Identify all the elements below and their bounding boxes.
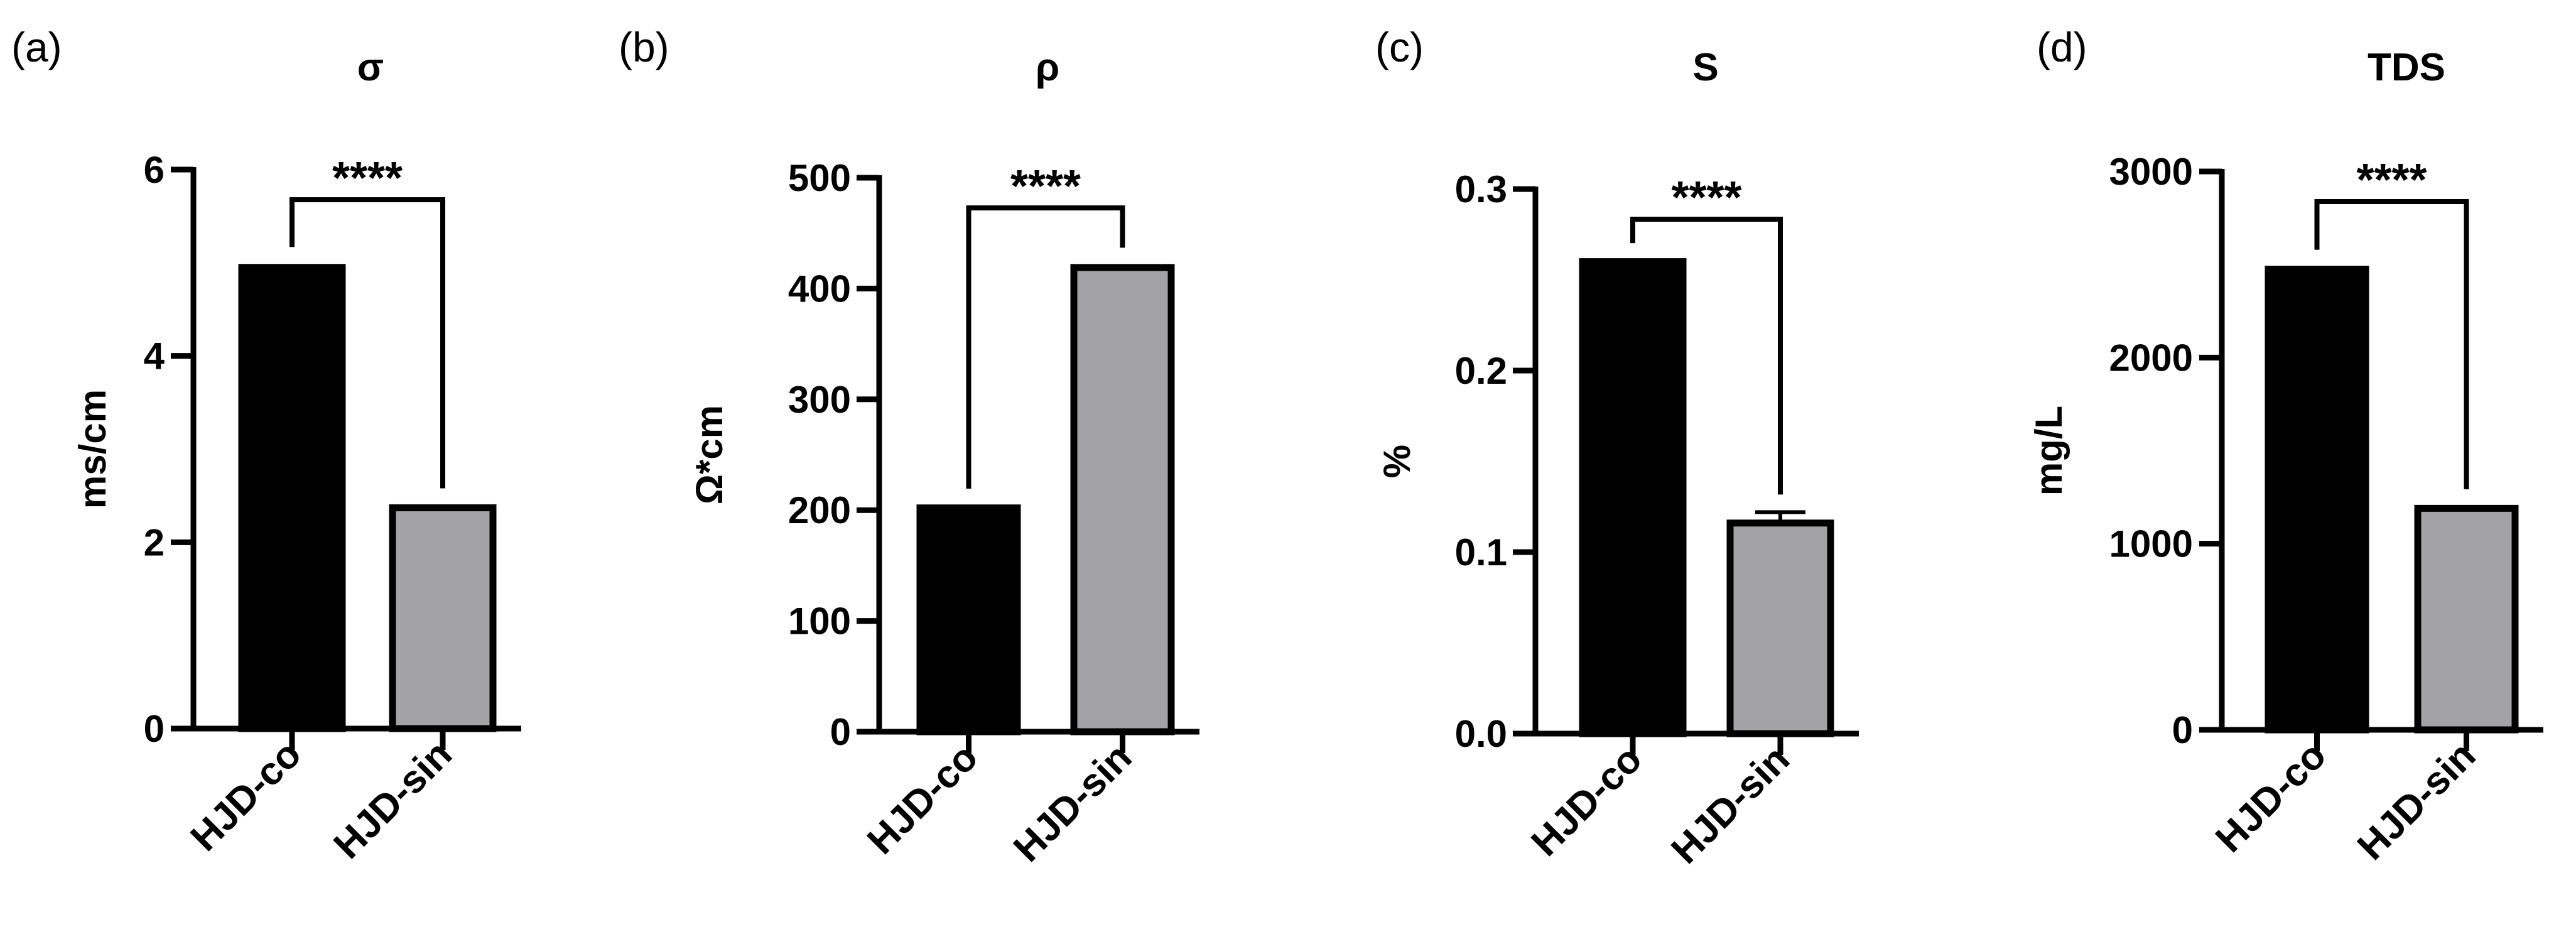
significance-bracket [290, 197, 445, 489]
bar-hjd-sin [1070, 264, 1175, 735]
y-tick-label: 500 [788, 157, 851, 199]
bar-hjd-co [916, 504, 1021, 735]
x-category-label: HJD-co [2207, 734, 2334, 860]
y-tick-label: 300 [788, 379, 851, 421]
chart-panel-4: (d) TDS 0 1000 2000 3000 HJD-co HJD-sin mg/L **** [2028, 24, 2543, 869]
x-category-label: HJD-sin [325, 732, 460, 867]
y-axis-label: mg/L [2028, 406, 2070, 496]
x-category-label: HJD-sin [1663, 737, 1797, 872]
y-axis-label: Ω*cm [688, 405, 730, 504]
bar-hjd-sin [1726, 519, 1834, 737]
chart-panel-1: (a) σ 0 2 4 6 HJD-co HJD-sin ms/cm **** [11, 24, 521, 867]
y-tick-label: 0 [144, 708, 165, 750]
y-tick-label: 100 [788, 600, 851, 643]
chart-panel-3: (c) S 0.0 0.1 0.2 0.3 HJD-co HJD-sin% **** [1375, 24, 1859, 872]
x-category-label: HJD-sin [2349, 734, 2484, 868]
chart-title: TDS [2368, 46, 2445, 89]
significance-label: **** [1010, 161, 1081, 212]
y-tick-label: 1000 [2109, 523, 2193, 565]
y-tick-label: 400 [788, 268, 851, 310]
chart-panel-2: (b) ρ 0 100 200 300 400 500 HJD-co HJD-sin Ω*cm ***… [619, 24, 1199, 871]
y-tick-label: 200 [788, 489, 851, 531]
bar-hjd-sin [2414, 504, 2519, 734]
bar-hjd-co [2265, 266, 2369, 734]
x-category-label: HJD-co [183, 732, 310, 859]
y-tick-label: 0.1 [1455, 531, 1507, 573]
significance-bracket [2314, 199, 2469, 489]
significance-label: **** [1671, 173, 1741, 223]
y-tick-label: 3000 [2109, 151, 2193, 193]
x-category-label: HJD-sin [1005, 735, 1140, 870]
y-tick-label: 0.3 [1455, 168, 1507, 210]
y-tick-label: 4 [144, 335, 165, 377]
y-tick-label: 2000 [2109, 337, 2193, 379]
significance-bracket [1630, 217, 1783, 495]
panel-label: (c) [1375, 24, 1424, 70]
y-axis-label: ms/cm [72, 389, 114, 509]
chart-title: ρ [1036, 46, 1059, 89]
y-tick-label: 2 [144, 521, 165, 563]
chart-title: σ [357, 46, 384, 89]
x-category-label: HJD-co [859, 735, 986, 862]
x-category-label: HJD-co [1523, 737, 1650, 864]
panel-label: (b) [619, 24, 669, 70]
significance-label: **** [2356, 155, 2427, 205]
y-tick-label: 6 [144, 149, 165, 191]
panel-label: (d) [2037, 24, 2087, 70]
bar-hjd-sin [389, 504, 497, 732]
y-tick-label: 0.0 [1455, 713, 1507, 755]
chart-title: S [1692, 46, 1718, 89]
bar-hjd-co [1579, 258, 1687, 737]
bar-hjd-co [238, 264, 346, 732]
error-bar-hjd-sin [1755, 510, 1805, 523]
significance-label: **** [332, 153, 403, 204]
y-axis-label: % [1376, 445, 1418, 478]
y-tick-label: 0 [2172, 709, 2193, 751]
panel-label: (a) [11, 24, 62, 70]
significance-bracket [966, 205, 1125, 489]
y-tick-label: 0 [830, 711, 851, 753]
y-tick-label: 0.2 [1455, 350, 1507, 392]
